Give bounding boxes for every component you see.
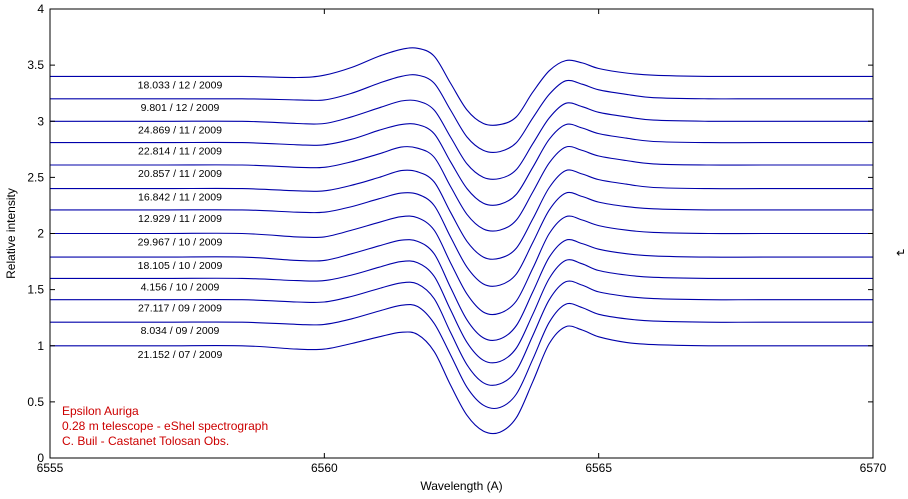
series-date-label: 29.967 / 10 / 2009 [138,237,223,249]
series-line-11 [50,99,873,180]
series-line-1 [50,325,873,435]
series-date-label: 27.117 / 09 / 2009 [138,303,222,315]
series-date-label: 4.156 / 10 / 2009 [141,281,220,293]
series-date-label: 20.857 / 11 / 2009 [138,168,222,180]
y-axis-label: Relative intensity [4,188,18,279]
series-date-label: 22.814 / 11 / 2009 [138,146,222,158]
annotation-line: C. Buil - Castanet Tolosan Obs. [62,434,229,448]
y-tick-label: 4 [37,2,44,16]
series-date-label: 12.929 / 11 / 2009 [138,213,222,225]
x-tick-label: 6565 [585,461,612,475]
annotation-line: Epsilon Auriga [62,404,139,418]
series-date-label: 24.869 / 11 / 2009 [138,124,222,136]
series-line-12 [50,74,873,154]
annotation-line: 0.28 m telescope - eShel spectrograph [62,419,268,433]
series-line-4 [50,259,873,364]
y-tick-label: 0.5 [27,395,44,409]
y-tick-label: 0 [37,451,44,465]
series-line-7 [50,191,873,287]
x-tick-label: 6570 [860,461,887,475]
series-line-6 [49,215,873,316]
x-axis-label: Wavelength (A) [420,479,502,493]
x-tick-label: 6555 [37,461,64,475]
series-date-label: 21.152 / 07 / 2009 [138,349,223,361]
series-layer [49,47,873,435]
series-date-label: 16.842 / 11 / 2009 [138,192,222,204]
series-line-2 [50,302,873,410]
series-date-label: 8.034 / 09 / 2009 [141,325,220,337]
series-date-label: 18.105 / 10 / 2009 [138,260,223,272]
series-line-10 [50,123,873,206]
y-tick-label: 2.5 [27,170,44,184]
y-tick-label: 1 [37,339,44,353]
y-tick-label: 2 [37,227,44,241]
series-date-label: 18.033 / 12 / 2009 [138,79,223,91]
series-labels: 21.152 / 07 / 2009 8.034 / 09 / 2009 27.11… [138,79,223,360]
series-line-5 [50,239,873,341]
series-line-13 [50,47,873,126]
return-arrow-mark: ↵ [896,246,906,260]
y-tick-label: 3.5 [27,58,44,72]
series-line-3 [50,280,873,386]
series-date-label: 9.801 / 12 / 2009 [141,102,220,114]
x-tick-label: 6560 [311,461,338,475]
ticks-layer: 6555 6560 6565 6570 0 0.5 1 1.5 2 2.5 3 3.5 4 [27,2,886,475]
y-tick-label: 3 [37,114,44,128]
series-line-8 [50,169,873,260]
series-line-9 [50,145,873,232]
y-tick-label: 1.5 [27,283,44,297]
